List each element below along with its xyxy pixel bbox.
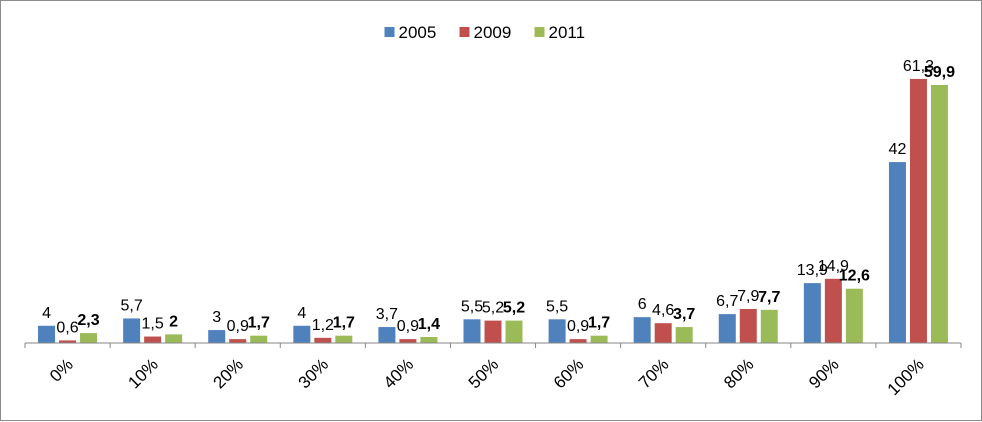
- bar-2005-90%: [803, 283, 821, 343]
- data-label-2009-0%: 0,6: [56, 319, 78, 336]
- data-label-2005-30%: 4: [297, 305, 306, 322]
- data-label-2011-70%: 3,7: [673, 306, 695, 323]
- x-tick-label-40%: 40%: [380, 355, 417, 392]
- data-label-2011-10%: 2: [169, 313, 178, 330]
- bar-2011-80%: [760, 309, 778, 343]
- bar-2009-0%: [59, 340, 77, 343]
- data-label-2009-10%: 1,5: [142, 316, 164, 333]
- x-tick-label-30%: 30%: [295, 355, 332, 392]
- x-tick-label-20%: 20%: [210, 355, 247, 392]
- data-label-2005-100%: 42: [889, 141, 907, 158]
- bar-2009-80%: [739, 308, 757, 343]
- bar-2005-30%: [293, 325, 311, 343]
- data-labels: 40,62,35,71,5 2 30,91,741,21,73,70,91,45,5…: [42, 58, 955, 336]
- bar-2005-60%: [548, 319, 566, 343]
- bar-2011-0%: [80, 333, 98, 343]
- data-label-2011-0%: 2,3: [77, 312, 99, 329]
- data-label-2005-50%: 5,5: [461, 298, 483, 315]
- bar-2009-30%: [314, 337, 332, 343]
- bar-2005-0%: [38, 325, 56, 343]
- data-label-2005-90%: 13,9: [797, 262, 828, 279]
- data-label-2011-80%: 7,7: [758, 289, 780, 306]
- legend-swatch-2005: [384, 27, 395, 37]
- legend-label-2005: 2005: [399, 23, 437, 42]
- data-label-2009-90%: 14,9: [818, 258, 849, 275]
- bar-2011-40%: [420, 336, 438, 343]
- data-label-2005-20%: 3: [212, 309, 221, 326]
- data-label-2009-30%: 1,2: [312, 317, 334, 334]
- data-label-2005-80%: 6,7: [716, 293, 738, 310]
- data-label-2011-90%: 12,6: [839, 268, 870, 285]
- bar-2009-10%: [144, 336, 162, 343]
- x-axis-ticks: [24, 343, 962, 348]
- bar-2011-100%: [930, 84, 948, 343]
- x-axis-tick-labels: 0% 10% 20% 30% 40% 50% 60% 70% 80% 90% 100%: [46, 355, 928, 399]
- data-label-2011-60%: 1,7: [588, 315, 610, 332]
- data-label-2009-50%: 5,2: [482, 300, 504, 317]
- x-tick-label-10%: 10%: [124, 355, 161, 392]
- bar-2011-60%: [590, 335, 608, 343]
- data-label-2005-40%: 3,7: [376, 306, 398, 323]
- data-label-2011-50%: 5,2: [503, 300, 525, 317]
- data-label-2009-40%: 0,9: [397, 318, 419, 335]
- bar-2011-70%: [675, 327, 693, 343]
- bar-2009-50%: [484, 320, 502, 343]
- bars: [38, 78, 948, 343]
- bar-2011-10%: [165, 334, 183, 343]
- x-tick-label-60%: 60%: [550, 355, 587, 392]
- x-tick-label-80%: 80%: [720, 355, 757, 392]
- data-label-2009-60%: 0,9: [567, 318, 589, 335]
- bar-2011-30%: [335, 335, 353, 343]
- bar-2009-90%: [824, 278, 842, 343]
- data-label-2011-30%: 1,7: [333, 315, 355, 332]
- x-tick-label-100%: 100%: [884, 355, 928, 399]
- bar-2005-40%: [378, 327, 396, 343]
- x-tick-label-50%: 50%: [465, 355, 502, 392]
- data-label-2005-10%: 5,7: [121, 297, 143, 314]
- bar-2009-70%: [654, 323, 672, 343]
- bar-2009-40%: [399, 339, 417, 343]
- bar-2011-20%: [250, 335, 268, 343]
- legend-swatch-2011: [534, 27, 545, 37]
- legend-label-2009: 2009: [474, 23, 512, 42]
- data-label-2011-40%: 1,4: [418, 316, 440, 333]
- x-tick-label-90%: 90%: [805, 355, 842, 392]
- bar-2011-90%: [845, 288, 863, 343]
- x-tick-label-70%: 70%: [635, 355, 672, 392]
- data-label-2009-70%: 4,6: [652, 302, 674, 319]
- data-label-2009-100%: 61,3: [903, 58, 934, 75]
- bar-2005-10%: [123, 318, 141, 343]
- data-label-2011-100%: 59,9: [924, 64, 955, 81]
- data-label-2005-70%: 6: [638, 296, 647, 313]
- legend-swatch-2009: [459, 27, 470, 37]
- bar-2009-100%: [909, 78, 927, 343]
- legend: 2005 2009 2011: [384, 23, 586, 42]
- bar-2011-50%: [505, 320, 523, 343]
- bar-2005-70%: [633, 317, 651, 343]
- data-label-2005-60%: 5,5: [546, 298, 568, 315]
- bar-2005-20%: [208, 330, 226, 343]
- bar-2009-60%: [569, 339, 587, 343]
- data-label-2009-80%: 7,9: [737, 288, 759, 305]
- bar-2005-100%: [888, 162, 906, 343]
- bar-2009-20%: [229, 339, 247, 343]
- data-label-2009-20%: 0,9: [227, 318, 249, 335]
- bar-2005-50%: [463, 319, 481, 343]
- legend-label-2011: 2011: [549, 23, 586, 42]
- x-tick-label-0%: 0%: [46, 355, 77, 386]
- data-label-2011-20%: 1,7: [248, 315, 270, 332]
- data-label-2005-0%: 4: [42, 305, 51, 322]
- bar-2005-80%: [718, 314, 736, 343]
